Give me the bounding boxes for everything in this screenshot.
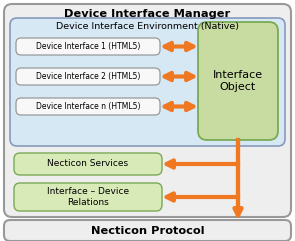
Text: Device Interface n (HTML5): Device Interface n (HTML5) — [36, 102, 140, 111]
Text: Device Interface Manager: Device Interface Manager — [64, 9, 231, 19]
FancyBboxPatch shape — [198, 22, 278, 140]
Text: Interface – Device
Relations: Interface – Device Relations — [47, 187, 129, 207]
Text: Interface
Object: Interface Object — [213, 70, 263, 92]
FancyBboxPatch shape — [16, 98, 160, 115]
FancyBboxPatch shape — [10, 18, 285, 146]
FancyBboxPatch shape — [16, 68, 160, 85]
Text: Necticon Protocol: Necticon Protocol — [91, 226, 204, 235]
Text: Device Interface Environment (Native): Device Interface Environment (Native) — [56, 22, 239, 32]
FancyBboxPatch shape — [4, 4, 291, 217]
Text: Necticon Services: Necticon Services — [47, 160, 129, 168]
Text: Device Interface 2 (HTML5): Device Interface 2 (HTML5) — [36, 72, 140, 81]
Text: Device Interface 1 (HTML5): Device Interface 1 (HTML5) — [36, 42, 140, 51]
FancyBboxPatch shape — [14, 153, 162, 175]
FancyBboxPatch shape — [4, 220, 291, 241]
FancyBboxPatch shape — [14, 183, 162, 211]
FancyBboxPatch shape — [16, 38, 160, 55]
